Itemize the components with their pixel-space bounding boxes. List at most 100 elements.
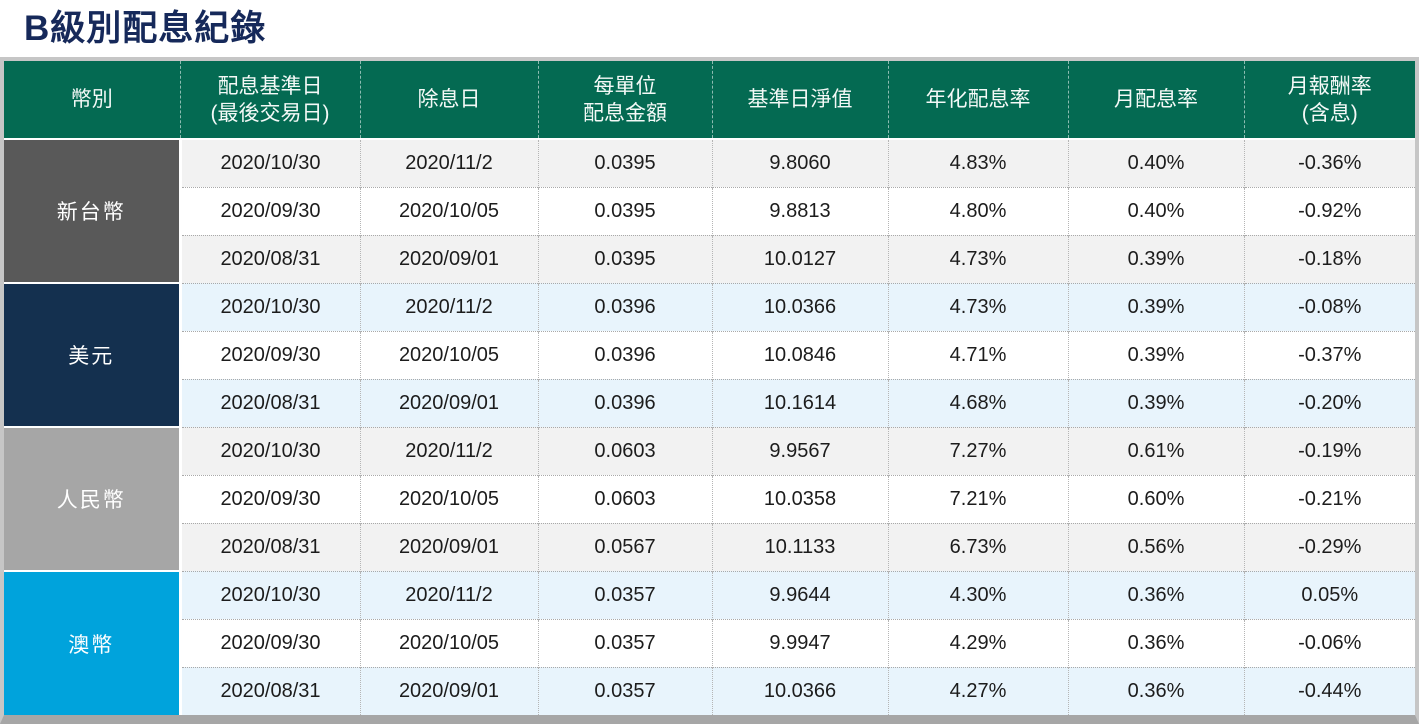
- cell-nav: 10.0127: [711, 234, 888, 283]
- table-row: 2020/09/30 2020/10/05 0.0395 9.8813 4.80…: [4, 186, 1415, 235]
- cell-annualized-rate: 7.27%: [887, 426, 1068, 475]
- cell-monthly-rate: 0.60%: [1067, 474, 1244, 523]
- cell-amount: 0.0396: [537, 282, 712, 331]
- table-row: 2020/08/31 2020/09/01 0.0395 10.0127 4.7…: [4, 234, 1415, 283]
- cell-nav: 9.9567: [711, 426, 888, 475]
- col-header-base-date: 配息基準日 (最後交易日): [179, 61, 360, 140]
- cell-monthly-return: -0.08%: [1243, 282, 1415, 331]
- cell-nav: 9.8813: [711, 186, 888, 235]
- cell-base-date: 2020/09/30: [178, 186, 360, 235]
- cell-nav: 10.0358: [711, 474, 888, 523]
- table-header-row: 幣別 配息基準日 (最後交易日) 除息日 每單位 配息金額 基準日淨值 年化配息率 …: [4, 61, 1415, 140]
- col-header-currency: 幣別: [4, 61, 180, 140]
- col-header-annualized-rate: 年化配息率: [887, 61, 1068, 140]
- cell-nav: 10.0366: [711, 282, 888, 331]
- cell-amount: 0.0396: [537, 378, 712, 427]
- cell-annualized-rate: 4.83%: [887, 138, 1068, 187]
- col-header-nav: 基準日淨值: [711, 61, 888, 140]
- currency-cell-aud: 澳幣: [4, 570, 182, 715]
- col-header-amount-line1: 每單位: [593, 74, 657, 98]
- cell-monthly-return: -0.92%: [1243, 186, 1415, 235]
- cell-annualized-rate: 6.73%: [887, 522, 1068, 571]
- cell-annualized-rate: 4.30%: [887, 570, 1068, 619]
- table-row: 2020/09/30 2020/10/05 0.0357 9.9947 4.29…: [4, 618, 1415, 667]
- cell-ex-date: 2020/09/01: [359, 378, 538, 427]
- cell-monthly-return: -0.20%: [1243, 378, 1415, 427]
- col-header-monthly-return: 月報酬率 (含息): [1243, 61, 1415, 140]
- cell-base-date: 2020/08/31: [178, 234, 360, 283]
- cell-amount: 0.0396: [537, 330, 712, 379]
- cell-nav: 9.9947: [711, 618, 888, 667]
- table-row: 2020/08/31 2020/09/01 0.0396 10.1614 4.6…: [4, 378, 1415, 427]
- cell-annualized-rate: 4.68%: [887, 378, 1068, 427]
- cell-monthly-return: -0.36%: [1243, 138, 1415, 187]
- cell-ex-date: 2020/09/01: [359, 666, 538, 715]
- cell-monthly-return: -0.06%: [1243, 618, 1415, 667]
- cell-annualized-rate: 4.80%: [887, 186, 1068, 235]
- cell-amount: 0.0395: [537, 186, 712, 235]
- cell-monthly-rate: 0.36%: [1067, 666, 1244, 715]
- table-row: 新台幣 2020/10/30 2020/11/2 0.0395 9.8060 4…: [4, 138, 1415, 283]
- cell-monthly-rate: 0.36%: [1067, 618, 1244, 667]
- cell-ex-date: 2020/11/2: [359, 570, 538, 619]
- cell-ex-date: 2020/11/2: [359, 138, 538, 187]
- cell-base-date: 2020/10/30: [178, 426, 360, 475]
- table-row: 2020/08/31 2020/09/01 0.0567 10.1133 6.7…: [4, 522, 1415, 571]
- col-header-monthly-rate-label: 月配息率: [1114, 88, 1198, 111]
- cell-ex-date: 2020/11/2: [359, 282, 538, 331]
- cell-amount: 0.0603: [537, 426, 712, 475]
- cell-base-date: 2020/08/31: [178, 378, 360, 427]
- cell-monthly-rate: 0.61%: [1067, 426, 1244, 475]
- cell-monthly-rate: 0.39%: [1067, 378, 1244, 427]
- cell-amount: 0.0357: [537, 618, 712, 667]
- cell-monthly-return: 0.05%: [1243, 570, 1415, 619]
- cell-nav: 10.0846: [711, 330, 888, 379]
- table-row: 2020/08/31 2020/09/01 0.0357 10.0366 4.2…: [4, 666, 1415, 715]
- cell-monthly-rate: 0.56%: [1067, 522, 1244, 571]
- table-row: 澳幣 2020/10/30 2020/11/2 0.0357 9.9644 4.…: [4, 570, 1415, 715]
- cell-base-date: 2020/10/30: [178, 138, 360, 187]
- cell-amount: 0.0357: [537, 570, 712, 619]
- cell-monthly-rate: 0.39%: [1067, 282, 1244, 331]
- table-row: 美元 2020/10/30 2020/11/2 0.0396 10.0366 4…: [4, 282, 1415, 427]
- cell-monthly-return: -0.21%: [1243, 474, 1415, 523]
- cell-base-date: 2020/10/30: [178, 282, 360, 331]
- col-header-monthly-return-line2: (含息): [1301, 101, 1358, 125]
- table-row: 2020/09/30 2020/10/05 0.0396 10.0846 4.7…: [4, 330, 1415, 379]
- col-header-base-date-line2: (最後交易日): [210, 101, 330, 125]
- cell-amount: 0.0357: [537, 666, 712, 715]
- cell-monthly-return: -0.37%: [1243, 330, 1415, 379]
- col-header-ex-date-label: 除息日: [417, 88, 481, 111]
- col-header-amount: 每單位 配息金額: [537, 61, 712, 140]
- cell-annualized-rate: 4.73%: [887, 234, 1068, 283]
- col-header-amount-line2: 配息金額: [583, 101, 667, 125]
- dividend-record-table: 幣別 配息基準日 (最後交易日) 除息日 每單位 配息金額 基準日淨值 年化配息率 …: [4, 61, 1415, 715]
- dividend-table-frame: 幣別 配息基準日 (最後交易日) 除息日 每單位 配息金額 基準日淨值 年化配息率 …: [0, 57, 1419, 724]
- cell-monthly-rate: 0.40%: [1067, 138, 1244, 187]
- cell-nav: 9.9644: [711, 570, 888, 619]
- cell-monthly-rate: 0.39%: [1067, 330, 1244, 379]
- cell-ex-date: 2020/10/05: [359, 618, 538, 667]
- currency-cell-twd: 新台幣: [4, 138, 182, 283]
- table-row: 2020/09/30 2020/10/05 0.0603 10.0358 7.2…: [4, 474, 1415, 523]
- cell-monthly-return: -0.18%: [1243, 234, 1415, 283]
- col-header-currency-label: 幣別: [70, 88, 113, 111]
- col-header-annualized-rate-label: 年化配息率: [925, 88, 1031, 111]
- cell-monthly-return: -0.19%: [1243, 426, 1415, 475]
- col-header-base-date-line1: 配息基準日: [217, 74, 323, 98]
- cell-annualized-rate: 4.27%: [887, 666, 1068, 715]
- cell-annualized-rate: 7.21%: [887, 474, 1068, 523]
- cell-monthly-return: -0.29%: [1243, 522, 1415, 571]
- table-row: 人民幣 2020/10/30 2020/11/2 0.0603 9.9567 7…: [4, 426, 1415, 571]
- col-header-nav-label: 基準日淨值: [747, 88, 853, 111]
- cell-base-date: 2020/10/30: [178, 570, 360, 619]
- col-header-monthly-rate: 月配息率: [1067, 61, 1244, 140]
- col-header-ex-date: 除息日: [359, 61, 538, 140]
- cell-nav: 10.1133: [711, 522, 888, 571]
- page-title: B級別配息紀錄: [24, 9, 267, 48]
- cell-nav: 9.8060: [711, 138, 888, 187]
- cell-monthly-rate: 0.36%: [1067, 570, 1244, 619]
- col-header-monthly-return-line1: 月報酬率: [1287, 74, 1372, 98]
- cell-nav: 10.1614: [711, 378, 888, 427]
